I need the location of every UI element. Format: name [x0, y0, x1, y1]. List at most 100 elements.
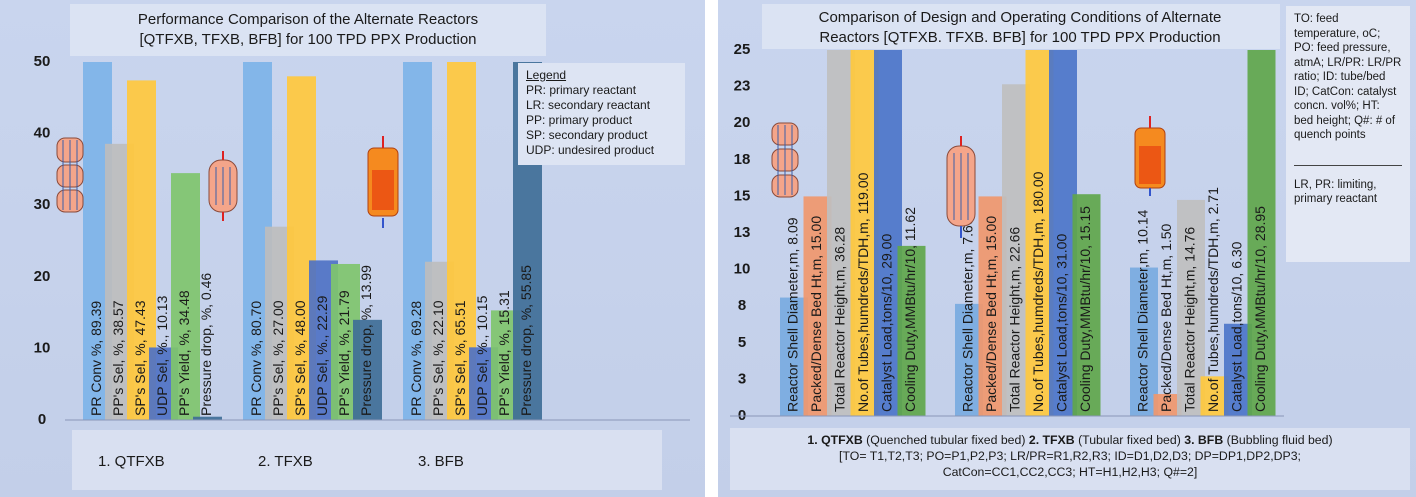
- bar: [1130, 267, 1158, 416]
- y-tick-label: 3: [738, 370, 746, 387]
- caption-reactors: 1. QTFXB (Quenched tubular fixed bed) 2.…: [730, 432, 1410, 448]
- category-band: [72, 430, 662, 490]
- x-tick-label: 1. QTFXB: [98, 453, 165, 470]
- data-label: Reactor Shell Diameter,m, 8.09: [785, 217, 801, 412]
- caption-line: CatCon=CC1,CC2,CC3; HT=H1,H2,H3; Q#=2]: [942, 465, 1198, 479]
- data-label: PR Conv %, 89.39: [88, 301, 104, 416]
- data-label: Reactor Shell Diameter,m, 10.14: [1135, 209, 1151, 412]
- x-tick-label: 3. BFB: [418, 453, 464, 470]
- bar: [780, 297, 808, 416]
- title-box: [70, 4, 546, 56]
- bar: [850, 50, 879, 416]
- y-tick-label: 23: [734, 78, 751, 95]
- reactor-code: 3. BFB: [1184, 433, 1224, 447]
- data-label: Total Reactor Height,m, 22.66: [1007, 227, 1023, 412]
- data-label: Catalyst Load,tons/10, 6.30: [1229, 241, 1245, 412]
- data-label: Packed/Dense Bed Ht,m, 15.00: [983, 216, 999, 412]
- reactor-desc: (Tubular fixed bed): [1078, 433, 1181, 447]
- data-label: PP's Sel, %, 27.00: [270, 300, 286, 416]
- y-tick-label: 30: [34, 196, 51, 213]
- data-label: UDP Sel, %., 10.15: [474, 295, 490, 416]
- data-label: PR Conv %, 69.28: [408, 301, 424, 416]
- data-label: UDP Sel, %., 10.13: [154, 295, 170, 416]
- x-tick-label: 2. TFXB: [258, 453, 313, 470]
- caption: 1. QTFXB (Quenched tubular fixed bed) 2.…: [730, 428, 1410, 490]
- bar: [897, 245, 926, 416]
- data-label: No.of Tubes,humdreds/TDH,m, 2.71: [1205, 187, 1221, 412]
- bar: [1224, 323, 1252, 416]
- icon-tfxb: [946, 136, 976, 238]
- bar: [1072, 194, 1101, 416]
- icon-bfb: [367, 136, 399, 228]
- bar: [1200, 376, 1229, 416]
- legend-item: PR: primary reactant: [526, 83, 637, 97]
- bar: [1025, 50, 1054, 416]
- chart-title: Comparison of Design and Operating Condi…: [819, 9, 1222, 26]
- data-label: Total Reactor Height,m, 14.76: [1182, 227, 1198, 412]
- bar: [1247, 50, 1276, 417]
- reactor-icons: [56, 116, 1166, 238]
- icon-tfxb: [208, 151, 238, 221]
- y-tick-label: 18: [734, 151, 751, 168]
- data-label: SP's Sel, %, 65.51: [452, 300, 468, 416]
- bar: [353, 319, 382, 420]
- data-label: Packed/Dense Bed Ht,m, 1.50: [1158, 223, 1174, 412]
- data-label: Pressure drop, %, 0.46: [198, 273, 214, 416]
- legend-item: SP: secondary product: [526, 128, 648, 142]
- data-label: PP's Yield, %, 21.79: [336, 290, 352, 416]
- y-tick-label: 50: [34, 53, 51, 70]
- bar: [1002, 84, 1030, 416]
- data-label: PP's Yield, %, 34.48: [176, 290, 192, 416]
- bar: [978, 196, 1007, 416]
- data-label: PP's Sel, %, 22.10: [430, 300, 446, 416]
- chart-title: Performance Comparison of the Alternate …: [138, 11, 478, 28]
- data-label: PP's Yield, %, 15.31: [496, 290, 512, 416]
- y-tick-label: 20: [734, 114, 751, 131]
- bar: [874, 50, 902, 416]
- icon-qtfxb: [56, 137, 84, 213]
- y-tick-label: 13: [734, 224, 751, 241]
- data-label: Cooling Duty,MMBtu/hr/10, 11.62: [902, 207, 918, 412]
- y-tick-label: 10: [734, 261, 751, 278]
- reactor-desc: (Bubbling fluid bed): [1226, 433, 1333, 447]
- bar: [171, 173, 200, 420]
- reactor-code: 2. TFXB: [1028, 433, 1075, 447]
- data-label: SP's Sel, %, 47.43: [132, 300, 148, 416]
- data-label: Catalyst Load,tons/10, 29.00: [879, 234, 895, 412]
- data-label: SP's Sel, %, 48.00: [292, 300, 308, 416]
- y-tick-label: 0: [38, 411, 46, 428]
- data-label: Pressure drop, %, 13.99: [358, 265, 374, 416]
- data-label: Total Reactor Height,m, 36.28: [832, 227, 848, 412]
- y-tick-label: 10: [34, 339, 51, 356]
- data-label: Pressure drop, %, 55.85: [518, 265, 534, 416]
- bar: [803, 196, 832, 416]
- data-label: No.of Tubes,humdreds/TDH,m, 180.00: [1030, 171, 1046, 412]
- notes-box: TO: feed temperature, oC; PO: feed press…: [1286, 6, 1410, 262]
- bar: [1177, 199, 1205, 416]
- icon-bfb: [1134, 116, 1166, 196]
- data-label: PR Conv %, 80.70: [248, 301, 264, 416]
- y-tick-label: 40: [34, 125, 51, 142]
- data-label: Reactor Shell Diameter,m, 7.66: [960, 217, 976, 412]
- chart-subtitle: Reactors [QTFXB. TFXB. BFB] for 100 TPD …: [819, 29, 1220, 46]
- y-tick-label: 25: [734, 41, 751, 58]
- note: TO: feed temperature, oC; PO: feed press…: [1294, 13, 1402, 141]
- y-tick-label: 5: [738, 334, 746, 351]
- bar: [193, 416, 222, 420]
- icon-qtfxb: [771, 122, 799, 198]
- data-label: Packed/Dense Bed Ht,m, 15.00: [808, 216, 824, 412]
- legend-box: Legend PR: primary reactant LR: secondary…: [518, 63, 685, 165]
- legend-title: Legend: [526, 68, 567, 82]
- data-label: Cooling Duty,MMBtu/hr/10, 15.15: [1077, 206, 1093, 412]
- legend-item: UDP: undesired product: [526, 143, 655, 157]
- legend-item: PP: primary product: [526, 113, 633, 127]
- bar: [1153, 394, 1182, 416]
- legend-item: LR: secondary reactant: [526, 98, 651, 112]
- data-label: Catalyst Load,tons/10, 31.00: [1054, 234, 1070, 412]
- title-box: [762, 4, 1280, 49]
- data-label: PP's Sel, %, 38.57: [110, 300, 126, 416]
- bar: [827, 50, 855, 417]
- caption-line: [TO= T1,T2,T3; PO=P1,P2,P3; LR/PR=R1,R2,…: [839, 449, 1301, 463]
